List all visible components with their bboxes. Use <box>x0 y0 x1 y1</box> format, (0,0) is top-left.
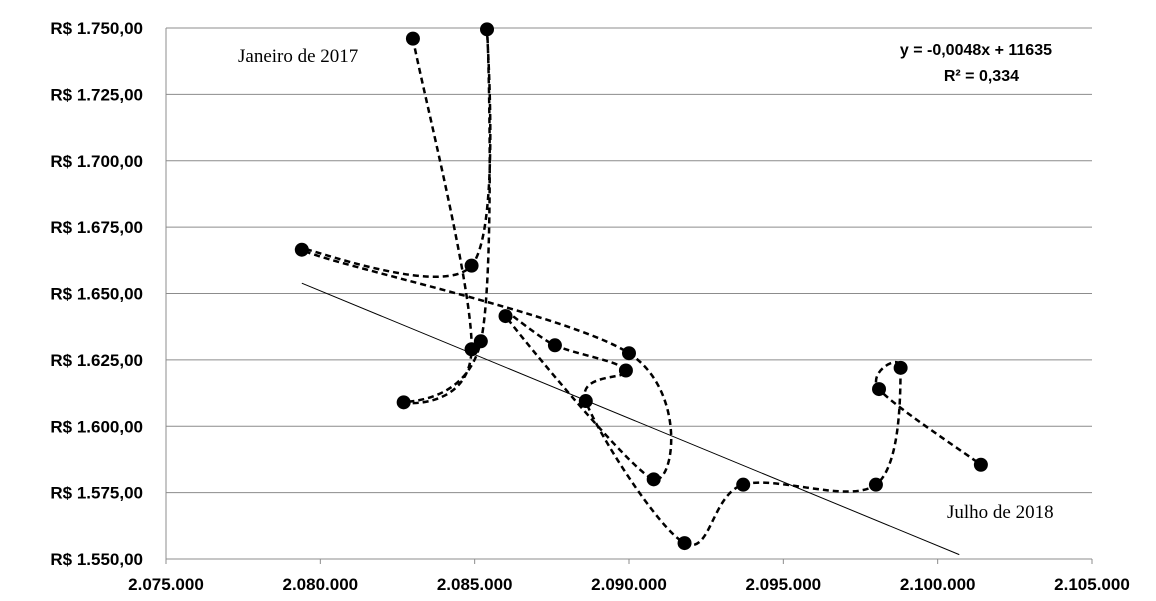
y-tick-label: R$ 1.625,00 <box>50 351 143 370</box>
y-tick-label: R$ 1.575,00 <box>50 484 143 503</box>
trendline-line <box>301 282 960 556</box>
data-point <box>294 242 309 257</box>
start-annotation: Janeiro de 2017 <box>238 46 358 67</box>
y-tick-label: R$ 1.600,00 <box>50 417 143 436</box>
x-tick-label: 2.075.000 <box>128 575 204 594</box>
data-point <box>480 22 495 37</box>
x-tick-label: 2.080.000 <box>283 575 359 594</box>
x-tick-label: 2.095.000 <box>746 575 822 594</box>
data-point <box>547 338 562 353</box>
y-tick-label: R$ 1.550,00 <box>50 550 143 569</box>
data-point <box>622 346 636 361</box>
data-point <box>973 457 988 472</box>
y-tick-label: R$ 1.675,00 <box>50 218 143 237</box>
y-tick-label: R$ 1.700,00 <box>50 152 143 171</box>
series-points <box>294 22 988 551</box>
data-point <box>464 342 479 357</box>
data-point <box>405 31 420 46</box>
data-point <box>396 395 411 410</box>
y-tick-label: R$ 1.650,00 <box>50 285 143 304</box>
y-tick-label: R$ 1.725,00 <box>50 85 143 104</box>
data-point <box>578 394 593 409</box>
data-point <box>893 360 908 375</box>
axes <box>165 28 1093 564</box>
data-point <box>646 472 661 487</box>
data-point <box>464 258 479 273</box>
x-tick-label: 2.105.000 <box>1054 575 1130 594</box>
data-point <box>736 477 751 492</box>
trendline-equation: y = -0,0048x + 11635 <box>900 42 1052 59</box>
y-axis-tick-labels: R$ 1.550,00 R$ 1.575,00 R$ 1.600,00 R$ 1.62… <box>50 19 143 569</box>
data-point <box>618 363 633 378</box>
x-tick-label: 2.100.000 <box>900 575 976 594</box>
data-point <box>473 334 488 349</box>
data-point <box>868 477 883 492</box>
trendline <box>301 282 960 556</box>
grid-lines <box>166 27 1092 494</box>
series-path <box>297 28 982 547</box>
x-axis-tick-labels: 2.075.000 2.080.000 2.085.000 2.090.000 2.09… <box>128 575 1130 594</box>
data-point <box>872 382 887 397</box>
series-line <box>297 28 982 547</box>
end-annotation: Julho de 2018 <box>947 502 1054 523</box>
x-tick-label: 2.090.000 <box>591 575 667 594</box>
x-tick-label: 2.085.000 <box>437 575 513 594</box>
data-point <box>677 536 692 551</box>
trendline-r-squared: R² = 0,334 <box>944 68 1019 85</box>
data-point <box>498 309 513 324</box>
y-tick-label: R$ 1.750,00 <box>50 19 143 38</box>
